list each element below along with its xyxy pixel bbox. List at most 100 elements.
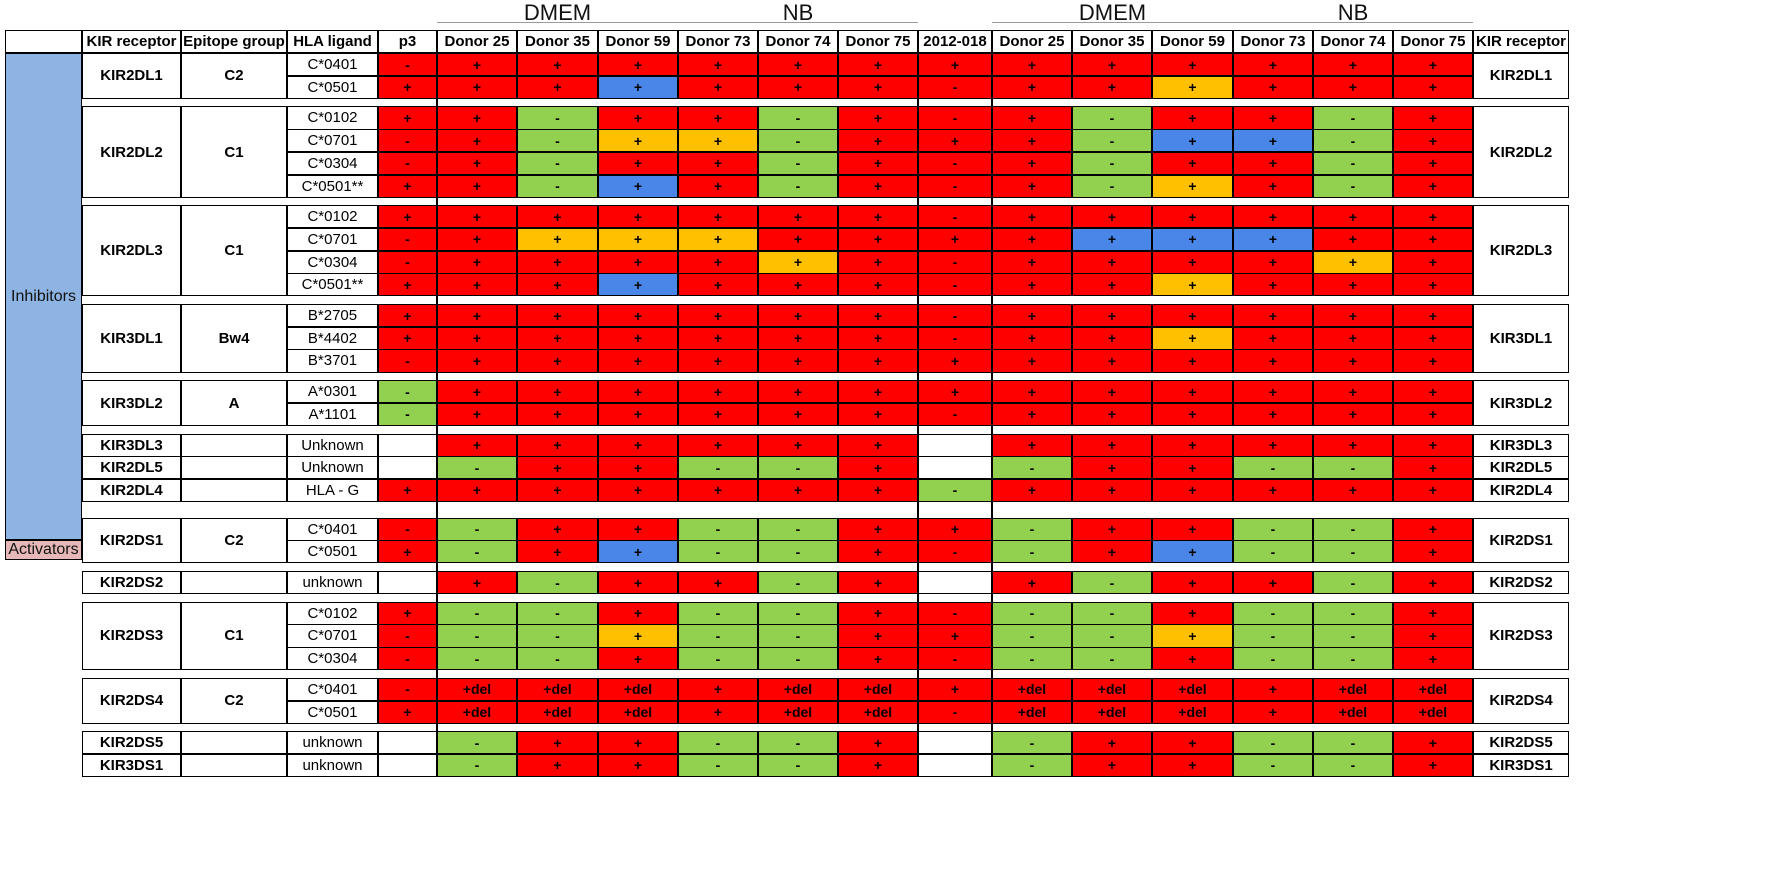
result-cell: -	[1233, 517, 1313, 541]
result-cell: +	[678, 75, 758, 99]
result-cell: -	[1233, 731, 1313, 755]
result-cell	[918, 456, 992, 480]
result-cell: -	[758, 753, 838, 778]
result-cell: -	[517, 647, 598, 671]
result-cell: +del	[517, 700, 598, 724]
result-cell: +	[1393, 380, 1473, 404]
result-cell: +	[678, 151, 758, 175]
result-cell	[378, 731, 437, 755]
header-column: Donor 35	[517, 30, 598, 53]
result-cell: +	[1233, 227, 1313, 252]
result-cell: +	[1152, 151, 1233, 175]
result-cell: +	[1152, 380, 1233, 404]
result-cell: -	[758, 647, 838, 671]
result-cell: +	[1152, 174, 1233, 198]
hla-ligand-cell: C*0102	[287, 205, 378, 229]
result-cell: -	[1313, 731, 1393, 755]
result-cell: +	[758, 304, 838, 328]
kir-receptor-label-right: KIR2DS2	[1473, 571, 1569, 595]
result-cell: -	[1072, 174, 1152, 198]
result-cell: -	[1072, 106, 1152, 130]
result-cell: +del	[1313, 700, 1393, 724]
result-cell: +	[1152, 326, 1233, 350]
hla-ligand-cell: C*0401	[287, 53, 378, 77]
result-cell: +	[838, 433, 918, 457]
result-cell: +	[517, 75, 598, 99]
kir-receptor-label: KIR2DL3	[82, 205, 181, 297]
result-cell: +	[1233, 75, 1313, 99]
result-cell: +	[758, 273, 838, 297]
result-cell: +	[598, 540, 678, 564]
result-cell: +	[678, 571, 758, 595]
header-column: Donor 25	[992, 30, 1072, 53]
result-cell: +	[1393, 517, 1473, 541]
result-cell: +	[378, 478, 437, 503]
result-cell	[378, 433, 437, 457]
result-cell: +	[1393, 540, 1473, 564]
result-cell: +	[1313, 205, 1393, 229]
kir-receptor-label-right: KIR3DL3	[1473, 433, 1569, 457]
result-cell: +	[517, 753, 598, 778]
result-cell: +	[598, 349, 678, 373]
result-cell: +	[598, 106, 678, 130]
result-cell: +	[838, 151, 918, 175]
result-cell: -	[678, 624, 758, 648]
result-cell: -	[992, 601, 1072, 625]
result-cell: -	[517, 624, 598, 648]
result-cell: -	[517, 106, 598, 130]
kir-receptor-label: KIR2DL5	[82, 456, 181, 480]
result-cell: +	[1313, 250, 1393, 274]
result-cell: -	[1313, 571, 1393, 595]
result-cell: -	[918, 601, 992, 625]
result-cell: +	[1152, 433, 1233, 457]
result-cell: -	[992, 540, 1072, 564]
result-cell: -	[758, 571, 838, 595]
result-cell: -	[758, 731, 838, 755]
result-cell: +del	[1393, 700, 1473, 724]
section-divider	[436, 30, 438, 777]
result-cell: +	[378, 304, 437, 328]
result-cell: +	[1393, 326, 1473, 350]
epitope-group-label	[181, 731, 287, 755]
result-cell: +	[678, 106, 758, 130]
result-cell: -	[1313, 106, 1393, 130]
result-cell: -	[678, 456, 758, 480]
result-cell	[918, 571, 992, 595]
epitope-group-label	[181, 456, 287, 480]
result-cell: +	[1393, 478, 1473, 503]
header-column: Donor 59	[1152, 30, 1233, 53]
result-cell: +	[992, 227, 1072, 252]
result-cell: +	[1393, 106, 1473, 130]
result-cell: +del	[1152, 677, 1233, 701]
result-cell: -	[1313, 540, 1393, 564]
result-cell: +	[758, 227, 838, 252]
result-cell: +	[437, 304, 517, 328]
result-cell	[918, 731, 992, 755]
result-cell: +	[1072, 273, 1152, 297]
result-cell: +	[1313, 433, 1393, 457]
header-column: Donor 73	[678, 30, 758, 53]
result-cell: +	[1152, 75, 1233, 99]
result-cell: -	[1313, 601, 1393, 625]
result-cell: +	[517, 205, 598, 229]
condition-header: NB	[782, 0, 814, 25]
result-cell: -	[1072, 571, 1152, 595]
result-cell: +del	[517, 677, 598, 701]
result-cell: +	[1152, 478, 1233, 503]
result-cell: +	[598, 517, 678, 541]
result-cell: -	[758, 151, 838, 175]
result-cell: +	[378, 700, 437, 724]
result-cell: +	[1152, 571, 1233, 595]
result-cell: +	[437, 402, 517, 426]
result-cell: +	[838, 53, 918, 77]
result-cell: -	[378, 380, 437, 404]
hla-ligand-cell: Unknown	[287, 433, 378, 457]
result-cell: -	[918, 304, 992, 328]
result-cell: -	[758, 517, 838, 541]
epitope-group-label: C2	[181, 53, 287, 99]
result-cell: +	[838, 380, 918, 404]
result-cell: +	[1072, 205, 1152, 229]
header-column: Donor 35	[1072, 30, 1152, 53]
result-cell: +	[1313, 304, 1393, 328]
